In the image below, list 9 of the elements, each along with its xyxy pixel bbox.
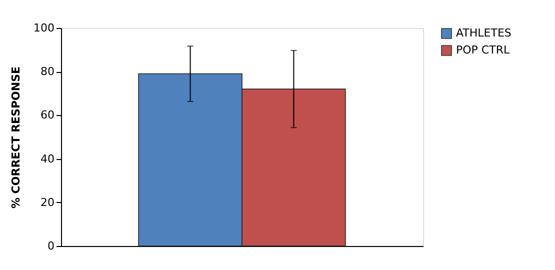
y-tick-label: 40 (40, 152, 54, 166)
y-tick-label: 60 (40, 108, 54, 122)
y-tick-label: 80 (40, 65, 54, 78)
y-tick-label: 100 (34, 22, 54, 34)
y-axis-title: % CORRECT RESPONSE (10, 66, 23, 209)
y-tick-label: 0 (48, 240, 54, 252)
legend-label: ATHLETES (456, 26, 512, 40)
y-tick-label: 20 (40, 196, 54, 209)
legend-label: POP CTRL (456, 44, 510, 56)
